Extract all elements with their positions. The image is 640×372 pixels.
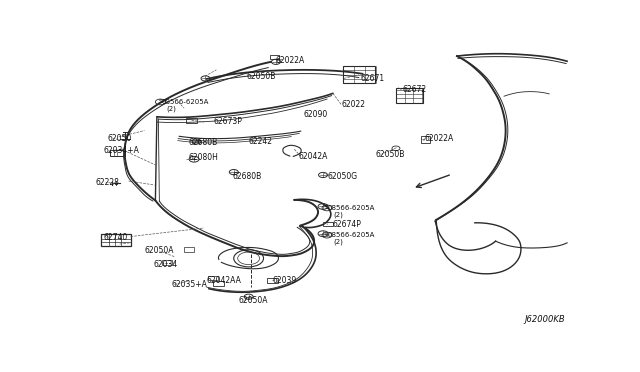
Text: 62050B: 62050B [375, 150, 404, 158]
Text: 62050A: 62050A [145, 246, 174, 255]
Text: J62000KB: J62000KB [524, 315, 565, 324]
Text: 62050G: 62050G [328, 171, 358, 181]
Text: 62680B: 62680B [188, 138, 218, 147]
Text: 62039: 62039 [273, 276, 297, 285]
Text: 62022A: 62022A [276, 56, 305, 65]
Text: S: S [159, 99, 163, 105]
Text: S: S [325, 205, 329, 211]
Text: (2): (2) [167, 106, 177, 112]
Text: 62035+A: 62035+A [172, 280, 207, 289]
Text: 62034: 62034 [154, 260, 178, 269]
Text: 62740: 62740 [104, 232, 128, 242]
Text: 62090: 62090 [303, 110, 328, 119]
Text: 62050A: 62050A [239, 296, 268, 305]
Text: (2): (2) [333, 212, 343, 218]
Text: 62034+A: 62034+A [104, 146, 140, 155]
Text: S: S [325, 232, 329, 238]
Text: 62672: 62672 [403, 86, 426, 94]
Text: 62042AA: 62042AA [207, 276, 241, 285]
Text: 62242: 62242 [249, 137, 273, 146]
Text: 62228: 62228 [96, 178, 120, 187]
Text: (2): (2) [333, 238, 343, 245]
Text: 08566-6205A: 08566-6205A [328, 205, 376, 211]
Text: 62022: 62022 [341, 100, 365, 109]
Text: 62674P: 62674P [333, 220, 362, 229]
Text: 62673P: 62673P [214, 118, 243, 126]
Text: 08566-6205A: 08566-6205A [162, 99, 209, 105]
Text: 62050: 62050 [108, 134, 132, 143]
Text: 08566-6205A: 08566-6205A [328, 232, 376, 238]
Text: 62022A: 62022A [425, 134, 454, 143]
Text: 62080H: 62080H [188, 153, 218, 162]
Text: 62671: 62671 [360, 74, 385, 83]
Text: 62680B: 62680B [233, 171, 262, 181]
Text: 62042A: 62042A [298, 152, 328, 161]
Text: 62050B: 62050B [246, 72, 276, 81]
